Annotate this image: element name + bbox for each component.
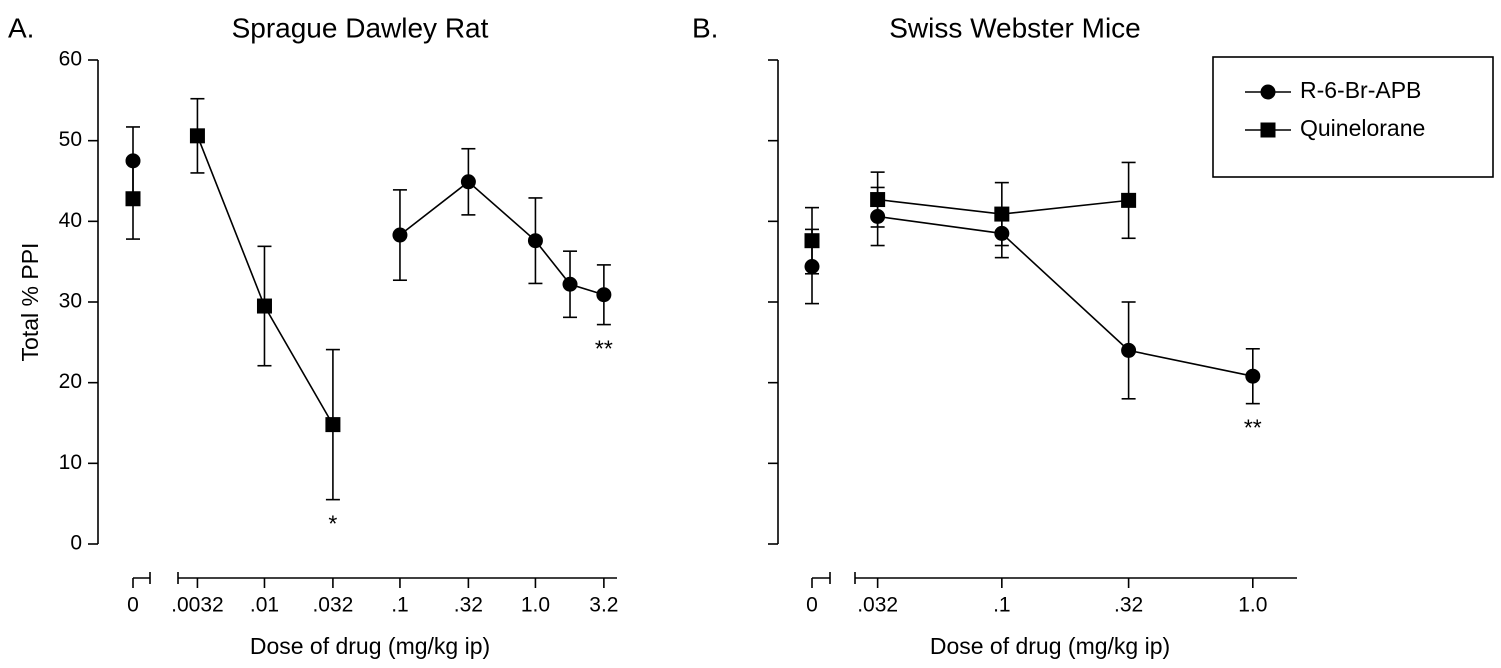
series-line [877,215,1253,377]
legend-marker [1260,84,1276,100]
x-tick-label: .32 [1114,594,1143,617]
x-tick-label: .1 [391,594,409,617]
marker [562,276,578,292]
x-tick-label: .1 [993,594,1011,617]
y-tick-label: 40 [59,209,82,232]
marker [125,153,141,169]
chart-title: Sprague Dawley Rat [232,12,489,43]
x-tick-label: 0 [127,594,139,617]
panel-label: B. [692,12,718,43]
marker [994,225,1010,241]
y-tick-label: 50 [59,128,82,151]
marker [1121,192,1137,208]
y-tick-label: 30 [59,290,82,313]
marker [189,128,205,144]
y-tick-label: 10 [59,451,82,474]
legend-label: Quinelorane [1300,115,1425,141]
marker [596,287,612,303]
x-tick-label: 1.0 [1238,594,1267,617]
x-tick-label: 0 [806,594,818,617]
marker [527,233,543,249]
legend-marker [1260,122,1276,138]
marker [392,227,408,243]
x-axis-label: Dose of drug (mg/kg ip) [930,633,1170,659]
marker [870,192,886,208]
legend-label: R-6-Br-APB [1300,77,1421,103]
marker [994,206,1010,222]
x-tick-label: .032 [857,594,898,617]
marker [804,233,820,249]
x-axis-label: Dose of drug (mg/kg ip) [250,633,490,659]
x-tick-label: .0032 [171,594,224,617]
legend-box [1212,56,1494,178]
marker [804,259,820,275]
x-tick-label: .01 [250,594,279,617]
chart-title: Swiss Webster Mice [889,12,1141,43]
x-tick-label: .032 [312,594,353,617]
marker [325,417,341,433]
y-tick-label: 60 [59,48,82,71]
marker [1121,342,1137,358]
panel-label: A. [8,12,34,43]
y-tick-label: 20 [59,370,82,393]
x-tick-label: 1.0 [521,594,550,617]
marker [256,298,272,314]
y-tick-label: 0 [70,532,82,555]
marker [870,208,886,224]
significance-marker: ** [595,336,613,362]
marker [125,191,141,207]
significance-marker: ** [1244,415,1262,441]
x-tick-label: 3.2 [589,594,618,617]
marker [460,174,476,190]
significance-marker: * [328,511,337,537]
x-tick-label: .32 [454,594,483,617]
y-axis-label: Total % PPI [17,243,43,362]
marker [1245,368,1261,384]
